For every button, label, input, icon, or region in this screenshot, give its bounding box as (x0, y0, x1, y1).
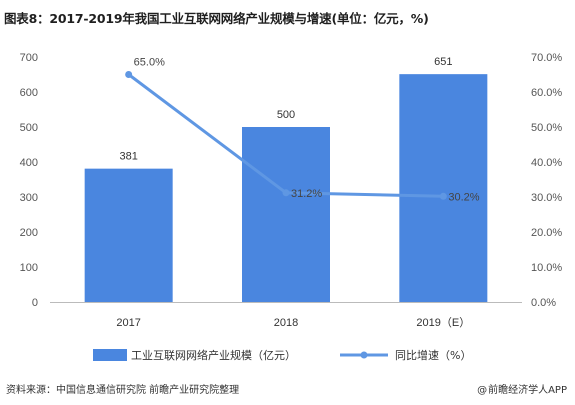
x-tick-label: 2018 (274, 317, 298, 329)
bar (399, 74, 488, 303)
source-note: 资料来源：中国信息通信研究院 前瞻产业研究院整理 (6, 385, 240, 396)
bar-data-label: 381 (119, 151, 137, 163)
legend-swatch-bar (93, 349, 127, 361)
y-left-tick-label: 300 (20, 192, 38, 204)
y-right-tick-label: 70.0% (531, 52, 562, 64)
y-right-tick-label: 60.0% (531, 87, 562, 99)
x-tick-label: 2017 (116, 317, 140, 329)
credit-label: @前瞻经济学人APP (477, 381, 567, 396)
bar-data-label: 651 (434, 56, 452, 68)
y-left-tick-label: 600 (20, 87, 38, 99)
y-right-tick-label: 40.0% (531, 157, 562, 169)
x-tick-label: 2019（E） (416, 316, 470, 329)
y-left-tick-label: 0 (32, 297, 38, 309)
line-point (125, 71, 133, 78)
y-right-tick-label: 50.0% (531, 122, 562, 134)
line-data-label: 65.0% (134, 57, 165, 69)
line-data-label: 30.2% (448, 191, 479, 203)
y-right-tick-label: 0.0% (531, 297, 556, 309)
bar-data-label: 500 (277, 109, 295, 121)
y-left-tick-label: 100 (20, 262, 38, 274)
credit-text: 前瞻经济学人APP (488, 385, 567, 396)
line-point (282, 189, 290, 197)
y-left-tick-label: 200 (20, 227, 38, 239)
y-left-tick-label: 500 (20, 122, 38, 134)
legend-label-line: 同比增速（%） (395, 348, 471, 362)
legend-label-bar: 工业互联网网络产业规模（亿元） (131, 348, 296, 362)
line-point (439, 192, 447, 200)
y-right-tick-label: 20.0% (531, 227, 562, 239)
bar (84, 168, 173, 302)
y-left-tick-label: 400 (20, 157, 38, 169)
y-left-tick-label: 700 (20, 52, 38, 64)
line-data-label: 31.2% (291, 188, 322, 200)
at-sign-icon: @ (477, 385, 488, 396)
y-right-tick-label: 10.0% (531, 262, 562, 274)
legend-swatch-point (360, 351, 368, 359)
y-right-tick-label: 30.0% (531, 192, 562, 204)
bar (242, 127, 330, 302)
chart-title: 图表8：2017-2019年我国工业互联网网络产业规模与增速(单位：亿元，%) (4, 11, 429, 26)
